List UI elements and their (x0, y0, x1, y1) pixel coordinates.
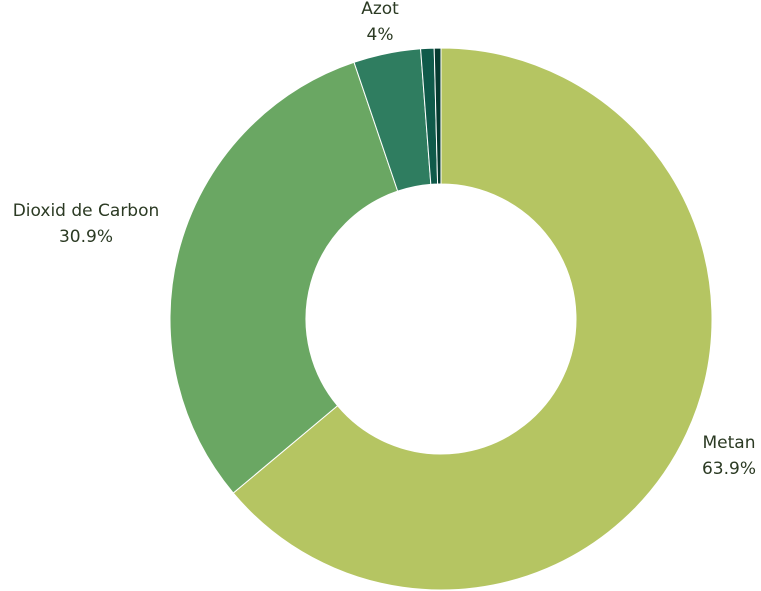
slice-metan (232, 47, 713, 591)
label-dioxid-de-carbon-value: 30.9% (59, 227, 113, 247)
label-metan-value: 63.9% (702, 459, 756, 479)
slice-minor-4 (433, 47, 442, 185)
label-azot-value: 4% (367, 25, 394, 45)
label-azot: Azot 4% (361, 0, 399, 45)
label-dioxid-de-carbon-name: Dioxid de Carbon (13, 201, 160, 221)
slice-dioxid-de-carbon (169, 61, 399, 494)
label-metan: Metan 63.9% (702, 433, 756, 479)
label-metan-name: Metan (703, 433, 756, 453)
label-dioxid-de-carbon: Dioxid de Carbon 30.9% (13, 201, 160, 247)
donut-slices (169, 47, 713, 591)
label-azot-name: Azot (361, 0, 399, 19)
